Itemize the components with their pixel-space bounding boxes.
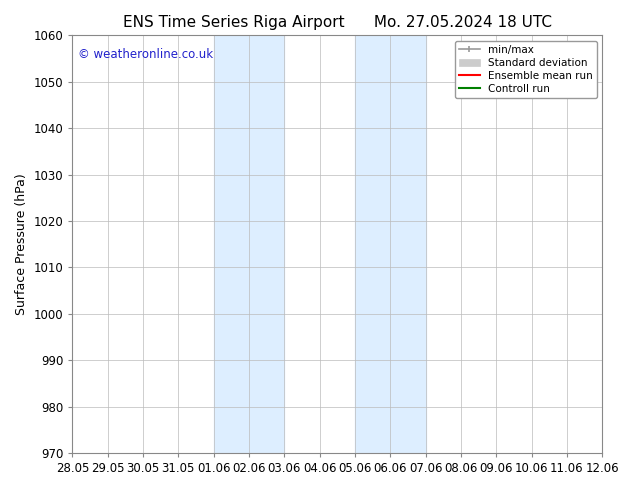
Title: ENS Time Series Riga Airport      Mo. 27.05.2024 18 UTC: ENS Time Series Riga Airport Mo. 27.05.2… [123,15,552,30]
Y-axis label: Surface Pressure (hPa): Surface Pressure (hPa) [15,173,28,315]
Legend: min/max, Standard deviation, Ensemble mean run, Controll run: min/max, Standard deviation, Ensemble me… [455,41,597,98]
Bar [214,35,284,453]
Text: © weatheronline.co.uk: © weatheronline.co.uk [77,48,213,61]
Bar [355,35,425,453]
